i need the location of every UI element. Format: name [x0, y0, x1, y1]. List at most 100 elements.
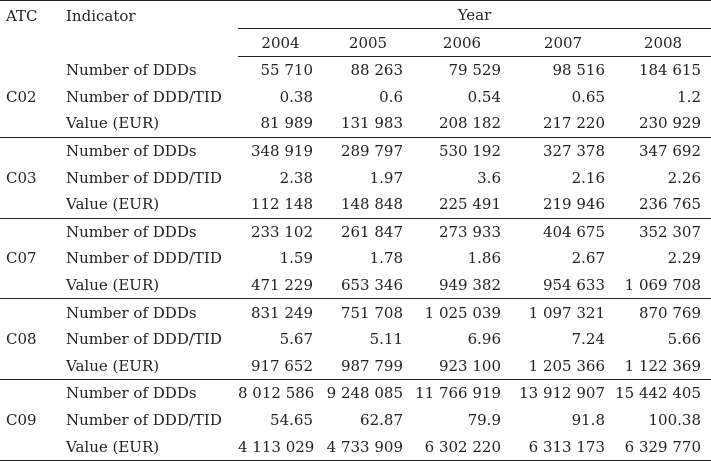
table-header: ATC Indicator Year 2004 2005 2006 2007 2… — [0, 0, 711, 57]
header-year-2006: 2006 — [413, 28, 511, 57]
value-cell: 236 765 — [615, 190, 711, 219]
value-cell: 289 797 — [340, 142, 403, 161]
header-year-2007: 2007 — [511, 28, 615, 57]
value-cell: 7.24 — [571, 330, 605, 349]
header-row: ATC Indicator Year — [0, 0, 711, 57]
value-cell: 327 378 — [542, 142, 605, 161]
value-cell: 79.9 — [467, 411, 501, 430]
indicator-label: Number of DDDs — [66, 61, 197, 80]
value-cell: 8 012 586 — [238, 384, 315, 403]
value-cell: 870 769 — [638, 303, 701, 322]
indicator-label: Number of DDD/TID — [66, 168, 222, 187]
table-row: C02 Number of DDDs 55 710 88 263 79 529 98 51… — [0, 56, 711, 138]
table-row: C08 Number of DDDs 831 249 751 708 1 025 039… — [0, 298, 711, 381]
value-cell: 1 205 366 — [511, 352, 615, 381]
value-cell: 79 529 — [448, 61, 502, 80]
indicator-label: Value (EUR) — [60, 352, 238, 381]
value-cell: 100.38 — [648, 411, 702, 430]
value-cell: 923 100 — [413, 352, 511, 381]
value-cell: 917 652 — [238, 352, 323, 381]
value-cell: 55 710 — [260, 61, 314, 80]
value-cell: 3.6 — [477, 168, 501, 187]
value-cell: 2.38 — [279, 168, 313, 187]
table-row: Number of DDD/TID 5.67 5.11 6.96 7.24 5.66 — [0, 326, 711, 353]
indicator-label: Value (EUR) — [60, 433, 238, 461]
value-cell: 219 946 — [511, 190, 615, 219]
value-cell: 54.65 — [270, 411, 313, 430]
indicator-label: Value (EUR) — [60, 271, 238, 300]
table-row: Value (EUR) 112 148 148 848 225 491 219 946 2… — [0, 190, 711, 219]
indicator-label: Number of DDDs — [66, 142, 197, 161]
indicator-label: Number of DDD/TID — [66, 330, 222, 349]
value-cell: 217 220 — [511, 110, 615, 138]
value-cell: 1.2 — [677, 87, 701, 106]
header-year-2008: 2008 — [615, 28, 711, 57]
indicator-label: Number of DDDs — [66, 303, 197, 322]
indicator-label: Value (EUR) — [60, 190, 238, 219]
indicator-label: Number of DDD/TID — [66, 87, 222, 106]
value-cell: 1.97 — [369, 168, 403, 187]
atc-code: C07 — [0, 218, 60, 300]
value-cell: 347 692 — [638, 142, 701, 161]
value-cell: 4 113 029 — [238, 433, 323, 461]
table-row: Value (EUR) 917 652 987 799 923 100 1 205 36… — [0, 352, 711, 381]
value-cell: 6 313 173 — [511, 433, 615, 461]
value-cell: 11 766 919 — [415, 384, 501, 403]
table-row: Value (EUR) 471 229 653 346 949 382 954 633 1… — [0, 271, 711, 300]
indicator-label: Value (EUR) — [60, 110, 238, 138]
header-years-row: 2004 2005 2006 2007 2008 — [0, 28, 711, 57]
value-cell: 0.54 — [467, 87, 501, 106]
value-cell: 208 182 — [413, 110, 511, 138]
value-cell: 1.86 — [467, 249, 501, 268]
value-cell: 653 346 — [323, 271, 413, 300]
value-cell: 6 329 770 — [615, 433, 711, 461]
atc-code: C09 — [0, 379, 60, 461]
value-cell: 233 102 — [250, 222, 313, 241]
header-year-2005: 2005 — [323, 28, 413, 57]
value-cell: 5.11 — [369, 330, 403, 349]
value-cell: 131 983 — [323, 110, 413, 138]
value-cell: 954 633 — [511, 271, 615, 300]
table-row: Number of DDD/TID 2.38 1.97 3.6 2.16 2.26 — [0, 164, 711, 191]
value-cell: 4 733 909 — [323, 433, 413, 461]
value-cell: 184 615 — [638, 61, 701, 80]
value-cell: 81 989 — [238, 110, 323, 138]
value-cell: 98 516 — [552, 61, 606, 80]
value-cell: 5.67 — [279, 330, 313, 349]
table-row: C07 Number of DDDs 233 102 261 847 273 933 40… — [0, 218, 711, 300]
value-cell: 88 263 — [350, 61, 404, 80]
indicator-label: Number of DDDs — [66, 384, 197, 403]
table-row: Value (EUR) 4 113 029 4 733 909 6 302 220 6 … — [0, 433, 711, 461]
value-cell: 949 382 — [413, 271, 511, 300]
table-row: Value (EUR) 81 989 131 983 208 182 217 220 23… — [0, 110, 711, 138]
value-cell: 1 097 321 — [528, 303, 605, 322]
value-cell: 1 069 708 — [615, 271, 711, 300]
header-year: Year — [238, 0, 711, 29]
value-cell: 471 229 — [238, 271, 323, 300]
value-cell: 751 708 — [340, 303, 403, 322]
indicator-label: Number of DDD/TID — [66, 249, 222, 268]
value-cell: 2.26 — [667, 168, 701, 187]
value-cell: 230 929 — [615, 110, 711, 138]
value-cell: 987 799 — [323, 352, 413, 381]
value-cell: 352 307 — [638, 222, 701, 241]
header-year-2004: 2004 — [238, 28, 323, 57]
value-cell: 1.59 — [279, 249, 313, 268]
value-cell: 0.6 — [379, 87, 403, 106]
value-cell: 273 933 — [438, 222, 501, 241]
value-cell: 261 847 — [340, 222, 403, 241]
value-cell: 404 675 — [542, 222, 605, 241]
value-cell: 348 919 — [250, 142, 313, 161]
value-cell: 5.66 — [667, 330, 701, 349]
value-cell: 225 491 — [413, 190, 511, 219]
table-row: C03 Number of DDDs 348 919 289 797 530 192 32… — [0, 137, 711, 219]
value-cell: 13 912 907 — [519, 384, 605, 403]
value-cell: 2.16 — [571, 168, 605, 187]
value-cell: 15 442 405 — [615, 384, 701, 403]
value-cell: 148 848 — [323, 190, 413, 219]
value-cell: 0.65 — [571, 87, 605, 106]
indicator-label: Number of DDD/TID — [66, 411, 222, 430]
table-row: Number of DDD/TID 1.59 1.78 1.86 2.67 2.29 — [0, 245, 711, 272]
